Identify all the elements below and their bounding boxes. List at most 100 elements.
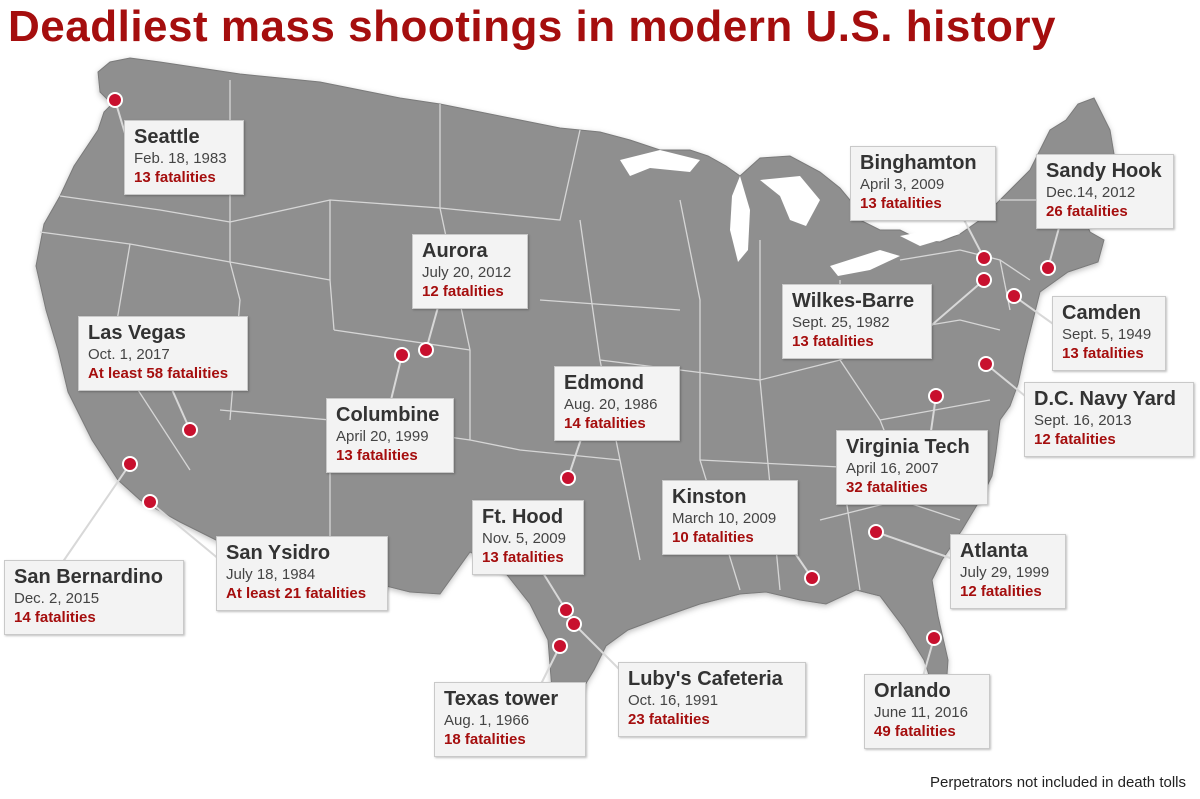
event-name: Luby's Cafeteria bbox=[628, 668, 783, 690]
event-date: Dec.14, 2012 bbox=[1046, 184, 1136, 201]
event-name: Orlando bbox=[874, 680, 951, 702]
event-date: March 10, 2009 bbox=[672, 510, 777, 527]
marker-las-vegas[interactable] bbox=[182, 422, 198, 438]
marker-columbine[interactable] bbox=[394, 347, 410, 363]
callout-kinston[interactable]: Kinston March 10, 2009 10 fatalities bbox=[662, 480, 798, 555]
leader-ft-hood bbox=[539, 567, 567, 611]
event-fatalities: 14 fatalities bbox=[564, 415, 646, 432]
event-name: San Bernardino bbox=[14, 566, 163, 588]
event-fatalities: 18 fatalities bbox=[444, 731, 526, 748]
event-date: July 18, 1984 bbox=[226, 566, 316, 583]
event-fatalities: 49 fatalities bbox=[874, 723, 956, 740]
event-date: Oct. 16, 1991 bbox=[628, 692, 719, 709]
leader-las-vegas bbox=[169, 384, 191, 431]
event-date: Aug. 20, 1986 bbox=[564, 396, 658, 413]
event-name: Columbine bbox=[336, 404, 440, 426]
marker-lubys-cafeteria[interactable] bbox=[566, 616, 582, 632]
event-markers bbox=[107, 92, 1056, 654]
event-fatalities: 10 fatalities bbox=[672, 529, 754, 546]
marker-dc-navy-yard[interactable] bbox=[978, 356, 994, 372]
callout-texas-tower[interactable]: Texas tower Aug. 1, 1966 18 fatalities bbox=[434, 682, 586, 757]
leader-wilkes-barre bbox=[925, 279, 985, 331]
event-name: Texas tower bbox=[444, 688, 559, 710]
event-fatalities: 23 fatalities bbox=[628, 711, 710, 728]
event-name: Las Vegas bbox=[88, 322, 186, 344]
marker-edmond[interactable] bbox=[560, 470, 576, 486]
leader-lubys-cafeteria bbox=[573, 623, 627, 677]
callout-seattle[interactable]: Seattle Feb. 18, 1983 13 fatalities bbox=[124, 120, 244, 195]
leader-san-ysidro bbox=[149, 501, 221, 561]
event-fatalities: 13 fatalities bbox=[860, 195, 942, 212]
callout-lubys-cafeteria[interactable]: Luby's Cafeteria Oct. 16, 1991 23 fataliti… bbox=[618, 662, 806, 737]
marker-atlanta[interactable] bbox=[868, 524, 884, 540]
event-fatalities: At least 21 fatalities bbox=[226, 585, 367, 602]
event-name: San Ysidro bbox=[226, 542, 331, 564]
event-date: Nov. 5, 2009 bbox=[482, 530, 566, 547]
marker-san-bernardino[interactable] bbox=[122, 456, 138, 472]
callout-wilkes-barre[interactable]: Wilkes-Barre Sept. 25, 1982 13 fatalities bbox=[782, 284, 932, 359]
callout-aurora[interactable]: Aurora July 20, 2012 12 fatalities bbox=[412, 234, 528, 309]
marker-texas-tower[interactable] bbox=[552, 638, 568, 654]
event-date: July 20, 2012 bbox=[422, 264, 512, 281]
callout-edmond[interactable]: Edmond Aug. 20, 1986 14 fatalities bbox=[554, 366, 680, 441]
callout-dc-navy-yard[interactable]: D.C. Navy Yard Sept. 16, 2013 12 fatalitie… bbox=[1024, 382, 1194, 457]
event-date: April 20, 1999 bbox=[336, 428, 429, 445]
callout-ft-hood[interactable]: Ft. Hood Nov. 5, 2009 13 fatalities bbox=[472, 500, 584, 575]
callout-columbine[interactable]: Columbine April 20, 1999 13 fatalities bbox=[326, 398, 454, 473]
event-name: Kinston bbox=[672, 486, 747, 508]
leader-atlanta bbox=[875, 531, 957, 561]
callout-orlando[interactable]: Orlando June 11, 2016 49 fatalities bbox=[864, 674, 990, 749]
great-lakes bbox=[620, 150, 960, 276]
event-date: April 3, 2009 bbox=[860, 176, 945, 193]
callout-san-ysidro[interactable]: San Ysidro July 18, 1984 At least 21 fatal… bbox=[216, 536, 388, 611]
callout-virginia-tech[interactable]: Virginia Tech April 16, 2007 32 fatalities bbox=[836, 430, 988, 505]
callout-las-vegas[interactable]: Las Vegas Oct. 1, 2017 At least 58 fatalit… bbox=[78, 316, 248, 391]
callout-leaders bbox=[59, 99, 1061, 687]
event-fatalities: 26 fatalities bbox=[1046, 203, 1128, 220]
event-name: Ft. Hood bbox=[482, 506, 564, 528]
event-date: Sept. 25, 1982 bbox=[792, 314, 890, 331]
marker-virginia-tech[interactable] bbox=[928, 388, 944, 404]
event-fatalities: 13 fatalities bbox=[1062, 345, 1144, 362]
event-name: Aurora bbox=[422, 240, 488, 262]
marker-orlando[interactable] bbox=[926, 630, 942, 646]
event-name: Virginia Tech bbox=[846, 436, 970, 458]
marker-sandy-hook[interactable] bbox=[1040, 260, 1056, 276]
event-name: D.C. Navy Yard bbox=[1034, 388, 1176, 410]
callout-sandy-hook[interactable]: Sandy Hook Dec.14, 2012 26 fatalities bbox=[1036, 154, 1174, 229]
event-date: July 29, 1999 bbox=[960, 564, 1050, 581]
leader-camden bbox=[1013, 295, 1057, 327]
event-date: Sept. 16, 2013 bbox=[1034, 412, 1132, 429]
event-name: Seattle bbox=[134, 126, 200, 148]
event-fatalities: At least 58 fatalities bbox=[88, 365, 229, 382]
callout-atlanta[interactable]: Atlanta July 29, 1999 12 fatalities bbox=[950, 534, 1066, 609]
marker-aurora[interactable] bbox=[418, 342, 434, 358]
marker-wilkes-barre[interactable] bbox=[976, 272, 992, 288]
leader-columbine bbox=[389, 354, 403, 405]
event-date: June 11, 2016 bbox=[874, 704, 968, 721]
marker-seattle[interactable] bbox=[107, 92, 123, 108]
marker-binghamton[interactable] bbox=[976, 250, 992, 266]
event-fatalities: 13 fatalities bbox=[792, 333, 874, 350]
marker-camden[interactable] bbox=[1006, 288, 1022, 304]
event-fatalities: 12 fatalities bbox=[960, 583, 1042, 600]
event-name: Camden bbox=[1062, 302, 1141, 324]
event-date: Feb. 18, 1983 bbox=[134, 150, 227, 167]
event-name: Binghamton bbox=[860, 152, 977, 174]
event-fatalities: 13 fatalities bbox=[482, 549, 564, 566]
marker-san-ysidro[interactable] bbox=[142, 494, 158, 510]
event-date: Oct. 1, 2017 bbox=[88, 346, 170, 363]
callout-camden[interactable]: Camden Sept. 5, 1949 13 fatalities bbox=[1052, 296, 1166, 371]
event-date: Dec. 2, 2015 bbox=[14, 590, 100, 607]
marker-ft-hood[interactable] bbox=[558, 602, 574, 618]
marker-kinston[interactable] bbox=[804, 570, 820, 586]
event-fatalities: 13 fatalities bbox=[134, 169, 216, 186]
callout-san-bernardino[interactable]: San Bernardino Dec. 2, 2015 14 fatalities bbox=[4, 560, 184, 635]
event-fatalities: 12 fatalities bbox=[1034, 431, 1116, 448]
event-date: April 16, 2007 bbox=[846, 460, 939, 477]
leader-dc-navy-yard bbox=[985, 363, 1031, 401]
event-name: Edmond bbox=[564, 372, 644, 394]
event-name: Wilkes-Barre bbox=[792, 290, 915, 312]
callout-binghamton[interactable]: Binghamton April 3, 2009 13 fatalities bbox=[850, 146, 996, 221]
event-name: Sandy Hook bbox=[1046, 160, 1162, 182]
